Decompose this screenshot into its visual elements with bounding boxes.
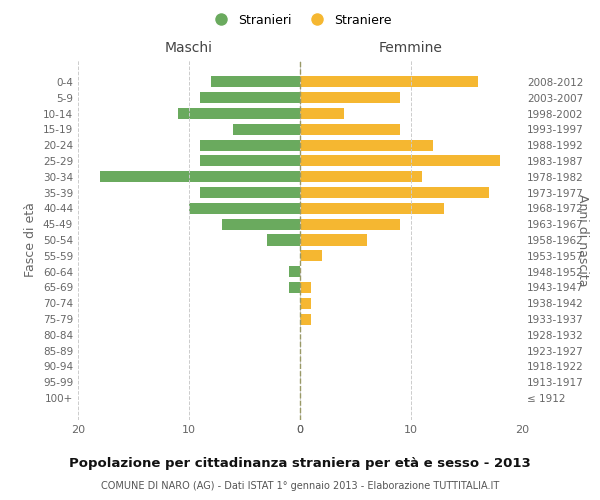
- Bar: [233, 124, 300, 135]
- Title: Femmine: Femmine: [379, 40, 443, 54]
- Bar: [200, 92, 300, 103]
- Bar: [300, 218, 400, 230]
- Y-axis label: Fasce di età: Fasce di età: [25, 202, 37, 278]
- Bar: [300, 171, 422, 182]
- Bar: [300, 156, 500, 166]
- Bar: [189, 203, 300, 214]
- Text: Popolazione per cittadinanza straniera per età e sesso - 2013: Popolazione per cittadinanza straniera p…: [69, 458, 531, 470]
- Bar: [300, 124, 400, 135]
- Bar: [211, 76, 300, 88]
- Bar: [200, 187, 300, 198]
- Bar: [300, 203, 444, 214]
- Bar: [289, 266, 300, 277]
- Bar: [266, 234, 300, 246]
- Bar: [222, 218, 300, 230]
- Text: COMUNE DI NARO (AG) - Dati ISTAT 1° gennaio 2013 - Elaborazione TUTTITALIA.IT: COMUNE DI NARO (AG) - Dati ISTAT 1° genn…: [101, 481, 499, 491]
- Bar: [100, 171, 300, 182]
- Title: Maschi: Maschi: [165, 40, 213, 54]
- Bar: [200, 140, 300, 150]
- Y-axis label: Anni di nascita: Anni di nascita: [576, 194, 589, 286]
- Bar: [200, 156, 300, 166]
- Bar: [300, 298, 311, 309]
- Bar: [178, 108, 300, 119]
- Legend: Stranieri, Straniere: Stranieri, Straniere: [203, 8, 397, 32]
- Bar: [300, 187, 489, 198]
- Bar: [300, 140, 433, 150]
- Bar: [300, 108, 344, 119]
- Bar: [300, 76, 478, 88]
- Bar: [300, 282, 311, 293]
- Bar: [300, 314, 311, 324]
- Bar: [289, 282, 300, 293]
- Bar: [300, 92, 400, 103]
- Bar: [300, 250, 322, 262]
- Bar: [300, 234, 367, 246]
